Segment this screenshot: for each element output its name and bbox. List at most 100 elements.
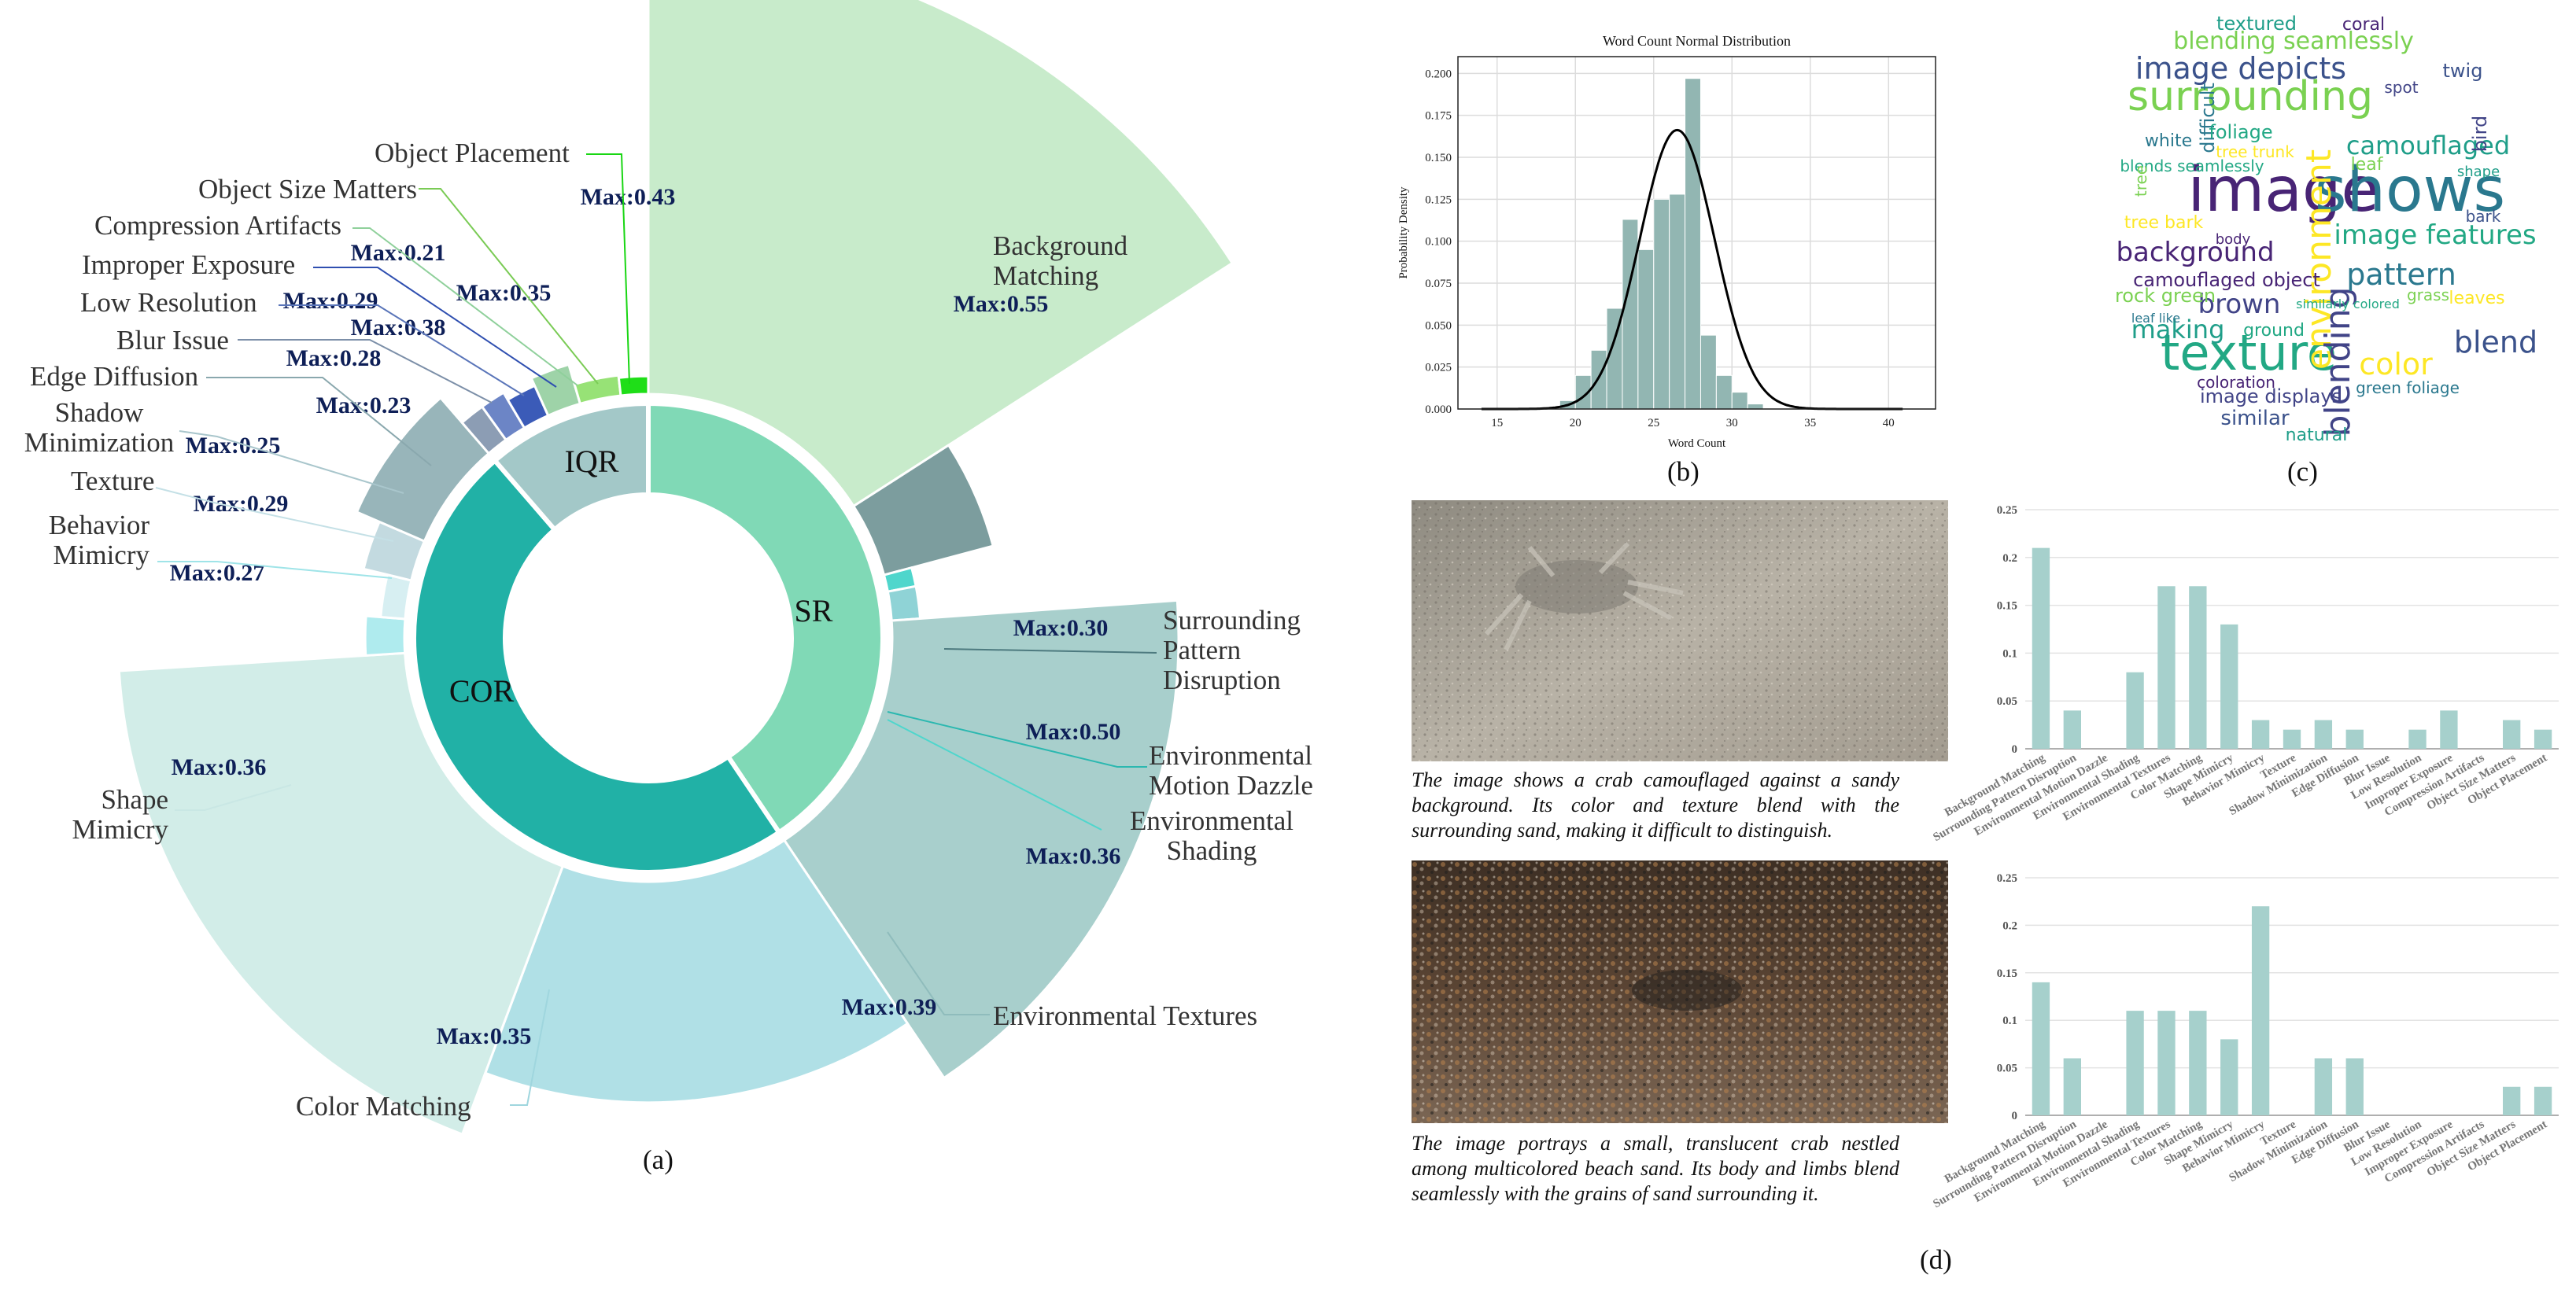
leader-line-shape-mimicry — [175, 784, 292, 811]
hist-ytick-label: 0.050 — [1425, 319, 1452, 332]
hist-ytick-label: 0.150 — [1425, 152, 1452, 164]
max-label-background-matching: Max:0.55 — [954, 291, 1049, 317]
leader-line-object-size-matters — [419, 188, 599, 385]
hist-xtick-label: 25 — [1648, 417, 1659, 429]
hist-frame — [1457, 56, 1936, 410]
wordcloud-word-pattern: pattern — [2346, 257, 2456, 292]
bar-environmental-textures — [2157, 1011, 2176, 1115]
hist-ytick-label: 0.075 — [1425, 278, 1452, 290]
wordcloud-word-white: white — [2145, 131, 2192, 151]
bar-environmental-textures — [2157, 586, 2176, 749]
max-label-shape-mimicry: Max:0.36 — [172, 754, 267, 780]
sunburst-leader-lines — [155, 153, 1157, 1106]
bar-object-size-matters — [2503, 1086, 2521, 1115]
leader-line-object-placement — [586, 153, 630, 385]
bar-ytick-label: 0.25 — [1997, 504, 2017, 517]
label-edge-diffusion: Edge Diffusion — [30, 361, 199, 392]
bar-low-resolution — [2408, 729, 2427, 749]
inner-label-iqr: IQR — [565, 444, 619, 479]
bar-behavior-mimicry — [2251, 720, 2270, 749]
bar-shadow-minimization — [2314, 720, 2333, 749]
label-blur-issue: Blur Issue — [116, 325, 229, 356]
leader-line-edge-diffusion — [206, 377, 432, 466]
max-label-edge-diffusion: Max:0.23 — [316, 392, 411, 418]
hist-ytick-label: 0.200 — [1425, 68, 1452, 80]
leader-line-behavior-mimicry — [157, 561, 393, 579]
hist-xtick-label: 20 — [1570, 417, 1581, 429]
hist-xtick-label: 15 — [1491, 417, 1503, 429]
wordcloud-word-similarly-colored: similarly colored — [2296, 297, 2400, 311]
inner-segment-iqr — [491, 400, 651, 533]
wordcloud-word-twig: twig — [2443, 60, 2483, 82]
label-color-matching: Color Matching — [296, 1091, 471, 1122]
wordcloud-word-image: image — [2188, 155, 2379, 226]
hist-bar — [1669, 193, 1686, 410]
wordcloud-word-shows: shows — [2315, 155, 2505, 226]
caption-d: (d) — [1920, 1244, 1952, 1275]
wordcloud-word-texture: texture — [2161, 324, 2337, 381]
bar-object-placement — [2534, 729, 2552, 749]
outer-segment-shape-mimicry — [117, 651, 565, 1137]
bar-ytick-label: 0.1 — [2002, 647, 2017, 660]
wordcloud-word-coral: coral — [2342, 15, 2385, 35]
wordcloud-word-image-displays: image displays — [2200, 385, 2342, 407]
bar-background-matching — [2032, 982, 2050, 1115]
crab-photo-1 — [1412, 500, 1948, 761]
wordcloud-word-color: color — [2359, 347, 2433, 381]
label-compression-artifacts: Compression Artifacts — [94, 210, 341, 241]
max-label-environmental-shading: Max:0.36 — [1026, 843, 1121, 869]
max-label-shadow-minimization: Max:0.25 — [186, 433, 281, 459]
inner-label-sr: SR — [795, 593, 833, 628]
outer-segment-environmental-textures — [782, 599, 1180, 1080]
bar-improper-exposure — [2440, 710, 2458, 749]
wordcloud-word-background: background — [2116, 237, 2274, 268]
leader-line-surrounding-pattern-disruption — [943, 648, 1157, 654]
label-object-placement: Object Placement — [375, 138, 570, 168]
wordcloud-word-tree-bark: tree bark — [2124, 213, 2204, 233]
max-label-environmental-textures: Max:0.39 — [842, 994, 937, 1020]
bar-object-placement — [2534, 1086, 2552, 1115]
wordcloud-word-bird: bird — [2469, 116, 2491, 153]
bar-edge-diffusion — [2345, 729, 2364, 749]
wordcloud-word-spot: spot — [2384, 78, 2418, 97]
hist-bar — [1731, 392, 1748, 410]
wordcloud-word-blend: blend — [2454, 325, 2537, 359]
hist-bar — [1590, 349, 1607, 410]
outer-segment-object-size-matters — [573, 374, 622, 406]
bar-shape-mimicry — [2220, 1039, 2238, 1115]
bar-color-matching — [2189, 1011, 2207, 1115]
outer-segment-behavior-mimicry — [364, 614, 407, 658]
hist-ytick-label: 0.000 — [1425, 403, 1452, 416]
leader-line-environmental-shading — [887, 719, 1102, 831]
label-environmental-shading: Environmental Shading — [1129, 805, 1294, 866]
inner-label-cor: COR — [449, 673, 515, 709]
bar-background-matching — [2032, 547, 2050, 749]
wordcloud-word-tree: tree — [2131, 165, 2150, 197]
hist-xlabel: Word Count — [1668, 437, 1726, 450]
label-low-resolution: Low Resolution — [80, 287, 257, 318]
max-label-improper-exposure: Max:0.38 — [351, 315, 446, 341]
bar-ytick-label: 0.05 — [1997, 1063, 2017, 1075]
wordcloud-word-shape: shape — [2457, 164, 2500, 180]
wordcloud-word-image-features: image features — [2334, 219, 2536, 251]
bar-ytick-label: 0 — [2012, 743, 2018, 756]
hist-bar — [1622, 219, 1639, 410]
label-shadow-minimization: Shadow Minimization — [24, 397, 175, 458]
leader-line-compression-artifacts — [352, 227, 578, 386]
leader-line-improper-exposure — [313, 267, 557, 388]
bar-object-size-matters — [2503, 720, 2521, 749]
wordcloud-word-blends-seamlessly: blends seamlessly — [2120, 157, 2264, 175]
bar-texture — [2283, 729, 2301, 749]
inner-segment-cor — [411, 457, 783, 875]
hist-ytick-label: 0.125 — [1425, 193, 1452, 206]
label-surrounding-pattern-disruption: Surrounding Pattern Disruption — [1163, 605, 1301, 695]
wordcloud-word-leaf: leaf — [2351, 155, 2384, 175]
inner-segment-sr — [646, 400, 885, 836]
hist-xtick-label: 30 — [1726, 417, 1738, 429]
max-label-behavior-mimicry: Max:0.27 — [170, 560, 265, 586]
example-2-description: The image portrays a small, translucent … — [1412, 1132, 1899, 1205]
wordcloud-word-leaf-like: leaf like — [2131, 311, 2180, 326]
